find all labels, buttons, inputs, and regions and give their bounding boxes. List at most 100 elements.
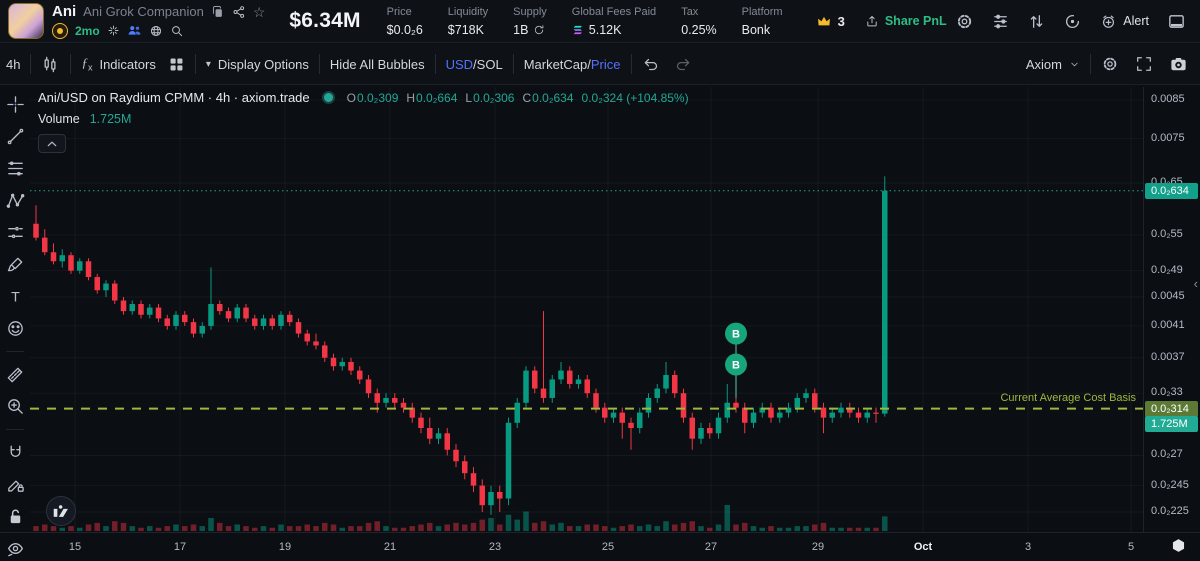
text-tool-icon[interactable]: T bbox=[6, 287, 25, 306]
volume-bar bbox=[260, 526, 267, 531]
volume-bar bbox=[768, 526, 774, 531]
candle-body bbox=[838, 407, 844, 413]
volume-bar bbox=[479, 519, 485, 531]
holders-icon[interactable] bbox=[127, 23, 142, 38]
time-tick-label: 19 bbox=[278, 541, 292, 553]
volume-bar bbox=[645, 524, 652, 531]
stat-value: 5.12K bbox=[588, 22, 622, 37]
settings-gear-icon[interactable] bbox=[955, 12, 974, 31]
candle-body bbox=[217, 304, 223, 312]
volume-bar bbox=[217, 522, 223, 531]
copy-icon[interactable] bbox=[211, 5, 225, 19]
candle-body bbox=[602, 407, 608, 418]
display-options-button[interactable]: ▾ Display Options bbox=[205, 56, 309, 72]
crosshair-icon[interactable] bbox=[6, 95, 25, 114]
candle-body bbox=[829, 412, 835, 418]
alert-button[interactable]: Alert bbox=[1100, 13, 1149, 30]
candle-body bbox=[225, 311, 232, 319]
volume-bar bbox=[348, 526, 354, 531]
volume-bar bbox=[112, 521, 118, 531]
search-icon[interactable] bbox=[170, 24, 184, 38]
time-axis[interactable]: 15 17 19 21 23 25 27 29 Oct 3 5 bbox=[0, 532, 1200, 561]
volume-bar bbox=[409, 526, 415, 531]
globe-icon[interactable] bbox=[149, 24, 163, 38]
candle-body bbox=[339, 361, 345, 367]
candle-body bbox=[374, 393, 380, 403]
volume-label[interactable]: Volume bbox=[38, 112, 80, 126]
indicators-button[interactable]: ƒx Indicators bbox=[81, 55, 156, 73]
hide-bubbles-button[interactable]: Hide All Bubbles bbox=[329, 56, 425, 72]
price-chart[interactable]: BB bbox=[0, 87, 1200, 532]
snapshot-camera-icon[interactable] bbox=[1169, 55, 1188, 74]
sparkle-icon[interactable] bbox=[107, 24, 120, 37]
candle-body bbox=[715, 417, 722, 434]
ruler-icon[interactable] bbox=[6, 365, 25, 384]
volume-bar bbox=[313, 526, 319, 531]
currency-toggle[interactable]: USD / SOL bbox=[445, 56, 503, 72]
volume-bar bbox=[602, 526, 608, 531]
collapse-pane-button[interactable] bbox=[38, 134, 66, 153]
chevron-down-icon: ▾ bbox=[205, 58, 211, 70]
redo-icon[interactable] bbox=[674, 55, 692, 73]
magnet-icon[interactable] bbox=[6, 443, 25, 462]
grid-layout-icon[interactable] bbox=[168, 56, 185, 73]
volume-bar bbox=[654, 526, 660, 531]
volume-bar bbox=[619, 526, 625, 531]
refresh-icon[interactable] bbox=[533, 24, 545, 36]
volume-bar bbox=[785, 527, 792, 531]
layout-panel-icon[interactable] bbox=[1167, 12, 1186, 31]
change-readout: 0.0₂324 (+104.85%) bbox=[581, 90, 689, 105]
candle-style-icon[interactable] bbox=[41, 55, 60, 74]
buy-bubble-label: B bbox=[732, 329, 740, 341]
price-tick-label: 0.0₂49 bbox=[1151, 263, 1183, 276]
candle-body bbox=[812, 393, 818, 408]
drawing-mode-lock-icon[interactable] bbox=[6, 475, 25, 494]
candle-body bbox=[103, 283, 109, 291]
chart-settings-gear-icon[interactable] bbox=[1101, 55, 1119, 73]
candle-body bbox=[523, 370, 529, 403]
emoji-icon[interactable] bbox=[6, 319, 25, 338]
volume-bar bbox=[252, 527, 258, 531]
volume-bar bbox=[689, 521, 695, 531]
timeframe-button[interactable]: 4h bbox=[6, 56, 21, 72]
favorite-star-icon[interactable]: ☆ bbox=[252, 3, 266, 20]
price-axis[interactable]: 0.00850.00750.0₂650.0₂550.0₂490.00450.00… bbox=[1143, 87, 1200, 532]
price-tick-label: 0.0₂27 bbox=[1151, 448, 1183, 461]
lock-all-drawings-icon[interactable] bbox=[6, 507, 25, 526]
fx-icon: ƒx bbox=[81, 55, 93, 73]
buy-bubble[interactable] bbox=[725, 353, 747, 376]
zoom-in-icon[interactable] bbox=[6, 397, 25, 416]
legend-title[interactable]: Ani/USD on Raydium CPMM · 4h · axiom.tra… bbox=[38, 90, 310, 105]
list-settings-icon[interactable] bbox=[991, 12, 1010, 31]
fullscreen-icon[interactable] bbox=[1135, 55, 1153, 73]
metric-toggle[interactable]: MarketCap / Price bbox=[523, 56, 621, 72]
trend-line-icon[interactable] bbox=[6, 127, 25, 146]
share-pnl-button[interactable]: Share PnL bbox=[865, 14, 947, 28]
token-name: Ani Grok Companion bbox=[83, 4, 204, 19]
volume-bar bbox=[803, 526, 809, 531]
projection-icon[interactable] bbox=[6, 223, 25, 242]
volume-badge: 1.725M bbox=[1145, 415, 1198, 432]
candle-body bbox=[94, 277, 100, 291]
tradingview-logo[interactable] bbox=[46, 496, 76, 526]
token-avatar[interactable] bbox=[8, 3, 44, 39]
fib-retracement-icon[interactable] bbox=[6, 159, 25, 178]
volume-bar bbox=[672, 524, 678, 531]
buy-bubble[interactable] bbox=[725, 322, 747, 345]
alert-clock-icon bbox=[1103, 15, 1115, 28]
stat-value: $718K bbox=[447, 22, 484, 37]
volume-bar bbox=[295, 526, 302, 531]
refresh-circle-icon[interactable] bbox=[1063, 12, 1082, 31]
crown-count[interactable]: 3 bbox=[816, 13, 845, 29]
hide-all-drawings-icon[interactable] bbox=[6, 539, 25, 558]
provider-dropdown[interactable]: Axiom bbox=[1026, 57, 1080, 72]
panel-expand-handle[interactable]: ‹ bbox=[1193, 276, 1198, 291]
sort-arrows-icon[interactable] bbox=[1027, 12, 1046, 31]
xabcd-pattern-icon[interactable] bbox=[6, 191, 25, 210]
time-tick-label: 23 bbox=[488, 541, 502, 553]
axiom-hexagon-logo[interactable] bbox=[1171, 538, 1186, 553]
undo-icon[interactable] bbox=[642, 55, 660, 73]
share-nodes-icon[interactable] bbox=[232, 5, 246, 19]
volume-bar bbox=[453, 522, 459, 531]
brush-icon[interactable] bbox=[6, 255, 25, 274]
